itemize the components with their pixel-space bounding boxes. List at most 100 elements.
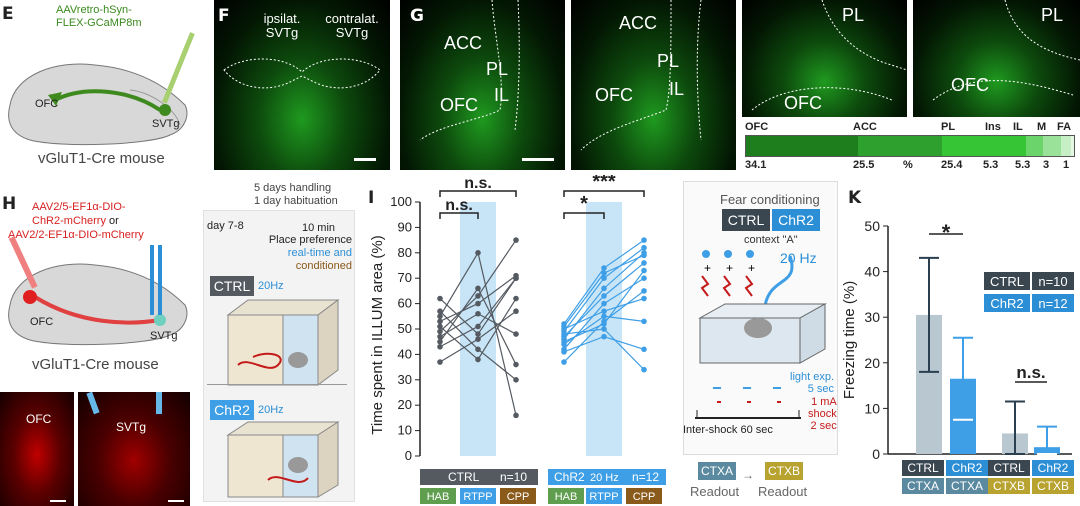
- protocol-duration: 10 min: [302, 222, 336, 234]
- phase-box-rtpp: [460, 488, 496, 504]
- protocol-days: day 7-8: [207, 220, 244, 232]
- scale-bar: [50, 500, 66, 502]
- panel-g-image-2: ACC PL IL OFC: [571, 0, 736, 170]
- panel-g-image-3: PL OFC: [742, 0, 907, 117]
- chr2-group-hz: 20 Hz: [590, 472, 619, 484]
- legend-chr2-label: ChR2: [990, 296, 1023, 311]
- subject-point-chr2: [641, 346, 647, 353]
- habituation-text: 1 day habituation: [254, 195, 338, 207]
- ctrl-tag-protocol: CTRL: [210, 276, 254, 296]
- y-tick-label-k: 40: [864, 264, 880, 280]
- ofc-label-g4: OFC: [951, 75, 989, 95]
- projection-bar-values: 34.1 25.5 25.4 5.3 5.3 3 1: [745, 159, 1075, 173]
- contra-line-1: contralat.: [325, 11, 379, 26]
- context-label-1: CTXA: [951, 479, 983, 493]
- bar-segment-pl: [942, 136, 1026, 156]
- acc-label-1: ACC: [444, 33, 483, 53]
- fiber-right: [156, 392, 162, 414]
- context-box-3: [1032, 478, 1074, 494]
- subject-point-chr2: [601, 275, 607, 281]
- place-pref-text: Place preference: [268, 234, 352, 246]
- subject-point-chr2: [601, 318, 607, 325]
- scale-bar-2: [168, 500, 184, 502]
- subject-point-ctrl: [475, 336, 481, 342]
- panel-g-image-1: G ACC PL IL OFC: [400, 0, 565, 170]
- subject-point-ctrl: [475, 331, 481, 337]
- bar-label-m: M: [1037, 121, 1047, 133]
- virus-h-or: or: [109, 215, 119, 227]
- subject-point-ctrl: [475, 356, 481, 363]
- shock-label: 1 mA shock 2 sec: [808, 396, 837, 432]
- subject-point-chr2: [641, 275, 647, 281]
- pl-label-4: PL: [1041, 5, 1064, 25]
- subject-point-chr2: [601, 333, 607, 340]
- group-box-3: [1032, 460, 1074, 476]
- legend-ctrl-n-box: [1032, 272, 1074, 290]
- mouse-label-e: vGluT1-Cre mouse: [38, 150, 165, 167]
- bar-segment-ofc: [746, 136, 859, 156]
- subject-point-ctrl: [437, 338, 443, 345]
- subject-point-chr2: [601, 313, 607, 320]
- ipsi-line-1: ipsilat.: [263, 11, 301, 26]
- group-label-2: CTRL: [993, 461, 1025, 475]
- ofc-label-g3: OFC: [784, 93, 822, 113]
- ipsilat-label: ipsilat. SVTg: [252, 12, 312, 40]
- ipsi-line-2: SVTg: [265, 25, 299, 40]
- subject-point-chr2: [641, 244, 647, 251]
- ctrl-group-n: n=10: [500, 470, 527, 484]
- panel-f-image: F ipsilat. SVTg contralat. SVTg: [214, 0, 390, 170]
- region-outline-g1: [419, 0, 554, 161]
- bar-segment-fa: [1070, 136, 1074, 156]
- subject-point-chr2: [641, 267, 647, 274]
- subject-point-ctrl: [513, 275, 519, 281]
- subject-point-chr2: [561, 323, 567, 330]
- realtime-text: real-time and: [287, 247, 352, 259]
- bar-label-ins: Ins: [985, 121, 1001, 133]
- group-box-0: [902, 460, 944, 476]
- acc-label-2: ACC: [619, 13, 658, 33]
- ctxb-readout: Readout: [758, 484, 808, 499]
- light-line-1: light exp.: [790, 371, 835, 383]
- conditioned-text: conditioned: [295, 260, 352, 272]
- phase-box-cpp: [626, 488, 662, 504]
- bar-value-il: 5.3: [1015, 159, 1031, 171]
- sig-ctrl-hab-cpp-bracket: [439, 190, 517, 197]
- group-label-1: ChR2: [952, 461, 983, 475]
- protocol-desc: Place preference real-time and condition…: [262, 234, 352, 273]
- y-tick-label-i: 30: [398, 372, 412, 387]
- panel-letter-k: K: [848, 188, 862, 208]
- ofc-label-g2: OFC: [595, 85, 633, 105]
- y-tick-label-i: 60: [398, 296, 412, 311]
- light-exp-label: light exp. 5 sec: [790, 371, 834, 395]
- legend-ctrl-n: n=10: [1038, 274, 1067, 289]
- legend-chr2-box: [984, 294, 1030, 312]
- fear-title: Fear conditioning: [720, 192, 820, 207]
- virus-label-h: AAV2/5-EF1α-DIO- ChR2-mCherry or AAV2/2-…: [8, 200, 144, 242]
- y-tick-label-i: 90: [398, 219, 412, 234]
- projection-bar-segments: [745, 135, 1075, 157]
- bar-segment-il: [1043, 136, 1061, 156]
- ofc-label-img: OFC: [26, 412, 52, 426]
- subject-point-ctrl: [513, 295, 519, 302]
- svtg-label-img: SVTg: [116, 420, 147, 434]
- panel-letter-h: H: [2, 194, 17, 214]
- sig-ctxa-star: *: [942, 220, 951, 245]
- subject-point-chr2: [601, 308, 607, 315]
- bar-segment-acc: [858, 136, 943, 156]
- ofc-label-g1: OFC: [440, 95, 478, 115]
- ctrl-group-label: CTRL: [448, 470, 480, 484]
- projection-bar-labels: OFC ACC PL Ins IL M FA: [745, 121, 1075, 135]
- subject-point-ctrl: [437, 343, 443, 350]
- subject-point-ctrl: [437, 323, 443, 330]
- il-label-2: IL: [669, 79, 685, 99]
- virus-line-1: AAVretro-hSyn-: [56, 4, 132, 16]
- subject-point-ctrl: [475, 250, 481, 256]
- bar-segment-m: [1060, 136, 1071, 156]
- shock-line-3: 2 sec: [810, 420, 837, 432]
- context-label: context "A": [744, 234, 798, 246]
- hz-label-chr2: 20Hz: [258, 404, 284, 416]
- legend-ctrl-box: [984, 272, 1030, 290]
- phase-label-cpp: CPP: [507, 491, 530, 503]
- ctxb-tag: CTXB: [765, 462, 803, 480]
- pl-label-2: PL: [657, 51, 680, 71]
